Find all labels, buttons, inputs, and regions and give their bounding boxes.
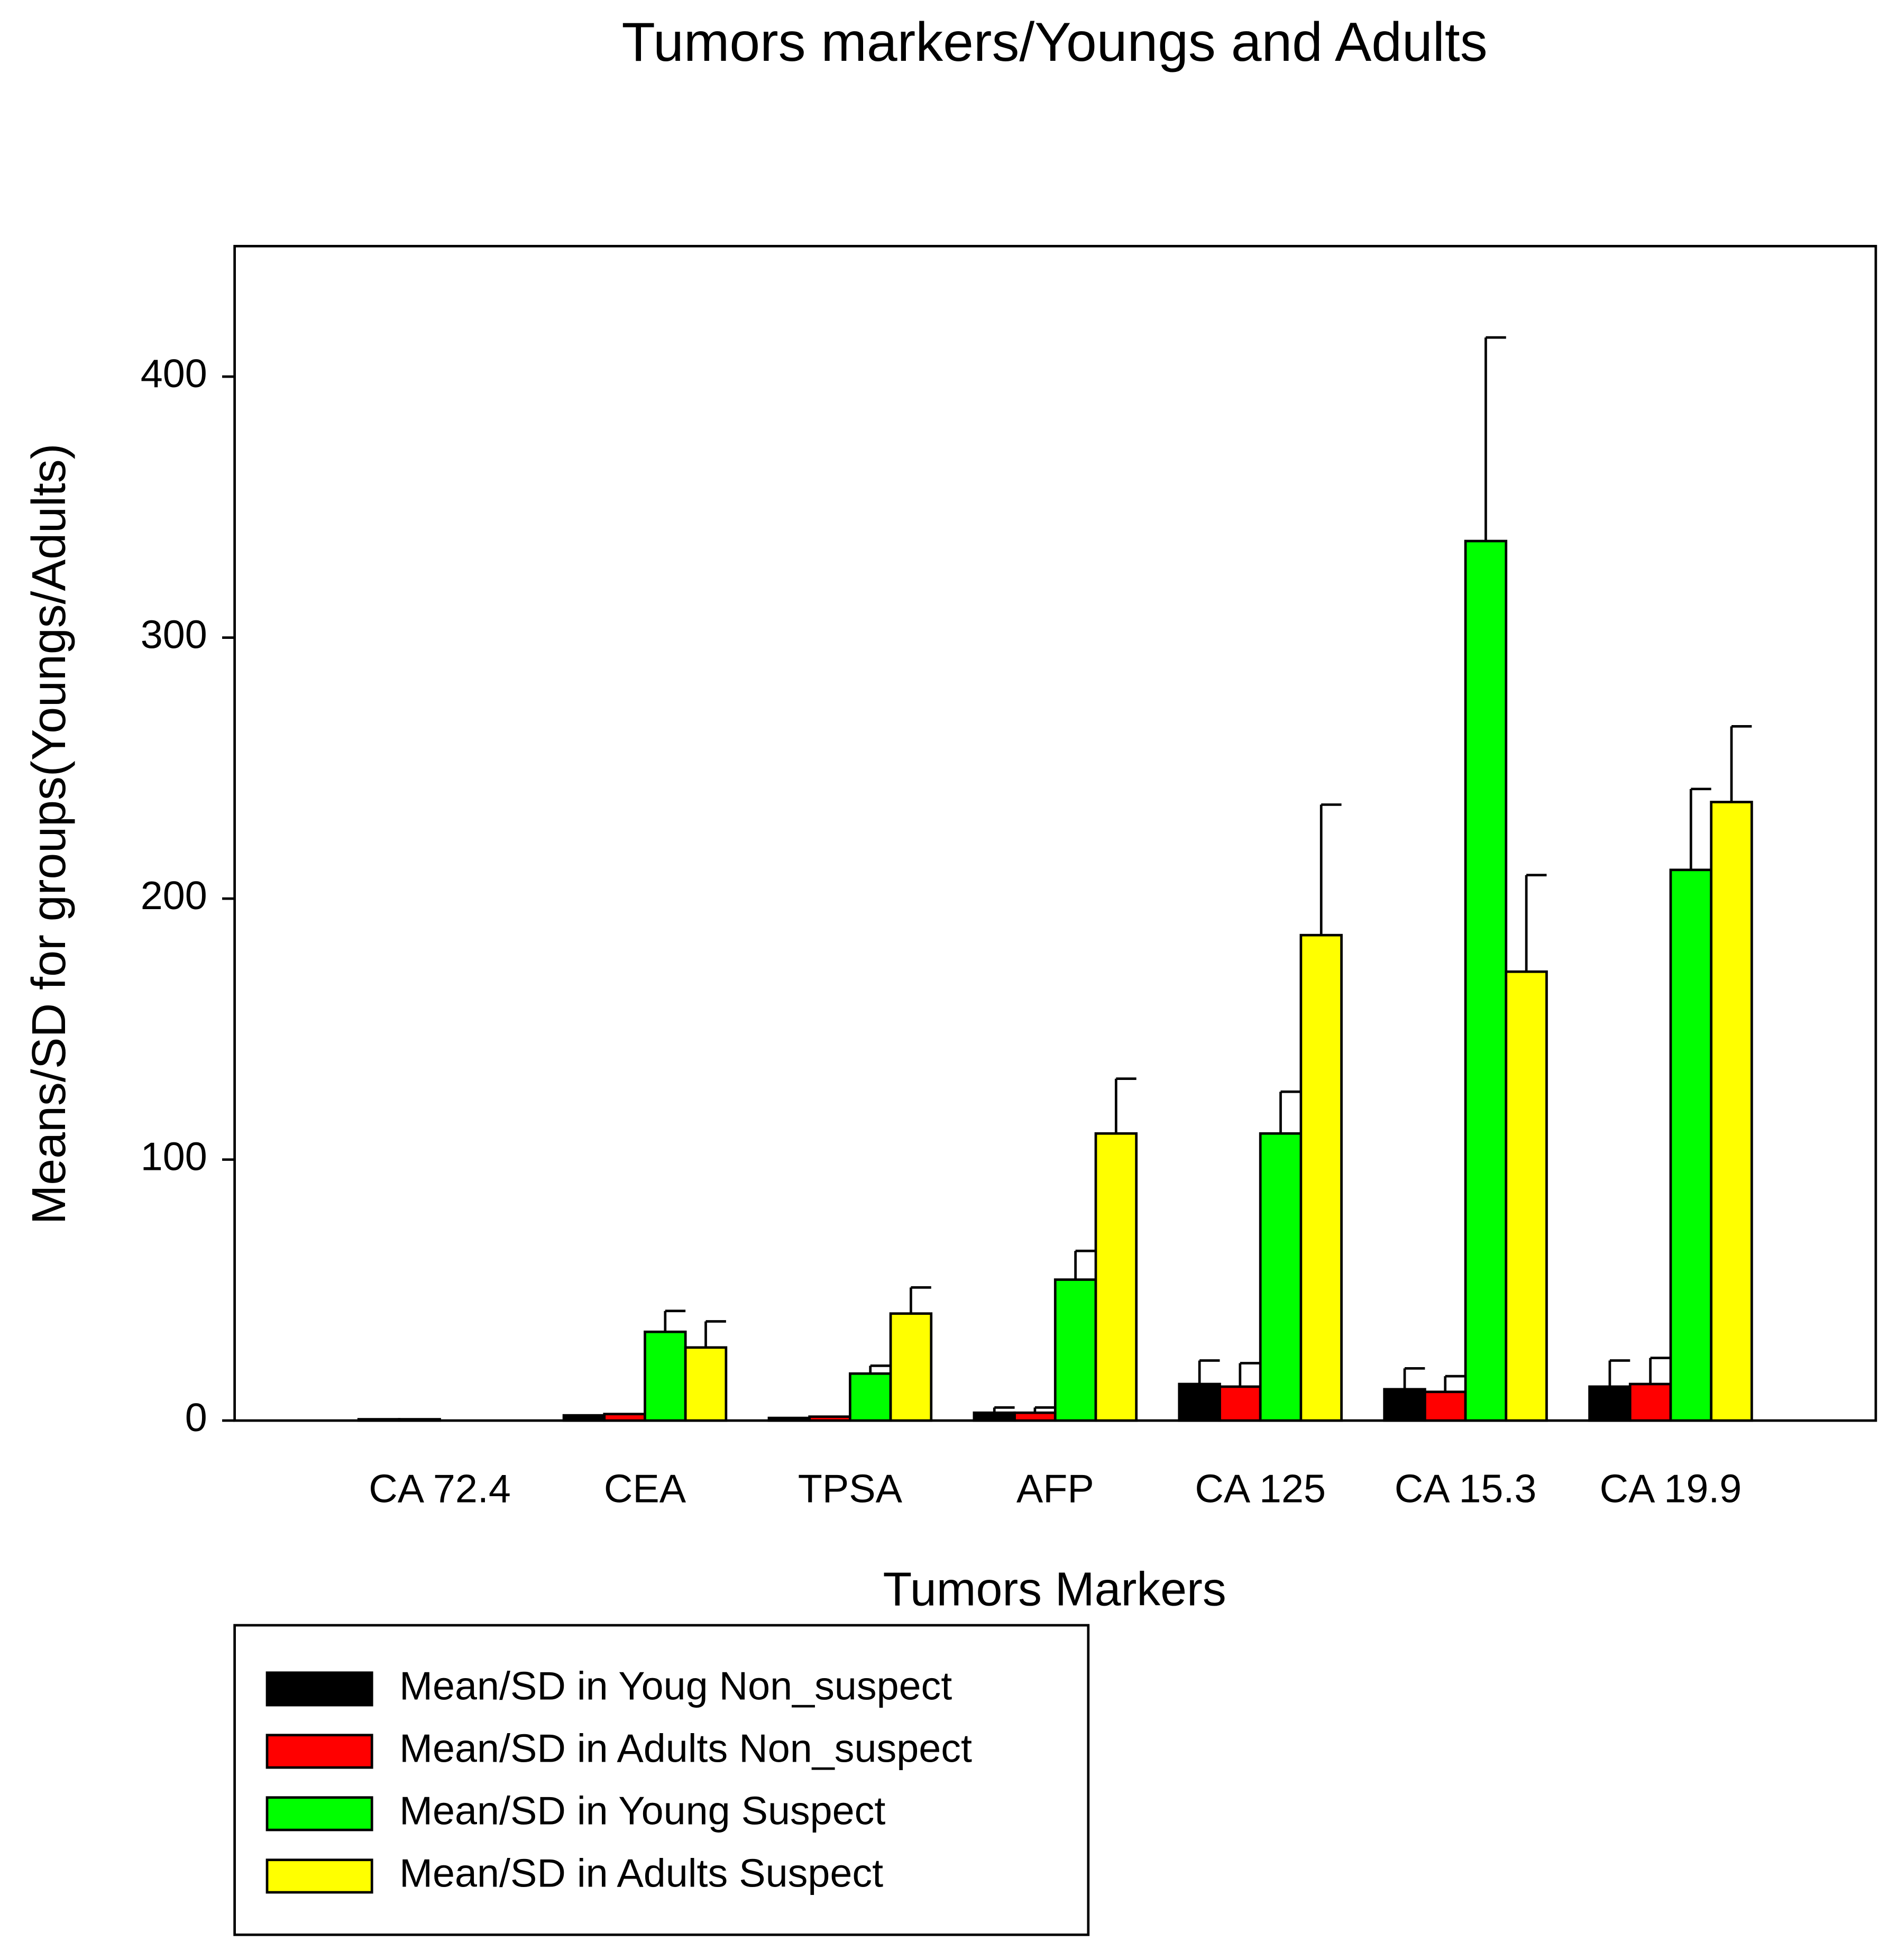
error-bar <box>704 1320 726 1348</box>
x-axis-label: Tumors Markers <box>883 1563 1226 1616</box>
error-bar <box>1403 1367 1425 1389</box>
error-bar <box>1319 803 1342 936</box>
error-bar <box>869 1364 891 1374</box>
x-tick-label: CA 19.9 <box>1600 1467 1742 1511</box>
legend-label: Mean/SD in Adults Non_suspect <box>399 1726 972 1771</box>
bar <box>562 1414 606 1422</box>
x-tick-label: CA 125 <box>1195 1467 1326 1511</box>
y-axis-label: Means/SD for groups(Youngs/Adults) <box>23 443 76 1224</box>
bar <box>398 1418 441 1422</box>
bar <box>1505 970 1548 1422</box>
bar <box>644 1330 687 1422</box>
x-tick-label: CEA <box>604 1467 686 1511</box>
legend-swatch <box>265 1796 373 1831</box>
x-tick-label: TPSA <box>798 1467 903 1511</box>
error-bar <box>664 1309 686 1332</box>
bar <box>1588 1385 1632 1422</box>
bar <box>357 1418 401 1422</box>
error-bar <box>1484 336 1506 542</box>
bar <box>973 1411 1016 1422</box>
bar <box>684 1346 728 1422</box>
legend-label: Mean/SD in Young Suspect <box>399 1789 885 1833</box>
bar <box>1013 1411 1057 1422</box>
bar <box>1299 933 1343 1422</box>
bar <box>889 1312 933 1422</box>
legend-swatch <box>265 1734 373 1769</box>
y-tick-label: 100 <box>141 1135 207 1179</box>
error-bar <box>1525 874 1547 972</box>
error-bar <box>1279 1090 1301 1134</box>
error-bar <box>1444 1375 1466 1392</box>
x-tick-label: CA 15.3 <box>1395 1467 1537 1511</box>
bar <box>1053 1278 1097 1422</box>
error-bar <box>1730 725 1752 802</box>
bar <box>1259 1132 1303 1422</box>
legend-frame <box>233 1624 1090 1936</box>
bar <box>767 1416 811 1422</box>
bar <box>1710 801 1753 1422</box>
chart-title: Tumors markers/Youngs and Adults <box>622 12 1488 73</box>
bar <box>1669 868 1713 1422</box>
legend-label: Mean/SD in Adults Suspect <box>399 1851 883 1895</box>
bar <box>1424 1390 1467 1422</box>
y-tick-label: 400 <box>141 352 207 396</box>
error-bar <box>1198 1359 1220 1384</box>
error-bar <box>910 1286 931 1314</box>
legend-label: Mean/SD in Youg Non_suspect <box>399 1664 952 1708</box>
y-tick-label: 0 <box>185 1396 207 1440</box>
error-bar <box>1689 787 1711 870</box>
bar <box>1094 1132 1138 1422</box>
bar <box>1464 539 1508 1422</box>
bar <box>1628 1382 1672 1422</box>
legend-swatch <box>265 1858 373 1894</box>
x-tick-label: CA 72.4 <box>369 1467 511 1511</box>
error-bar <box>1608 1359 1630 1387</box>
bar <box>1383 1388 1426 1422</box>
bar <box>1178 1382 1221 1422</box>
error-bar <box>1239 1362 1261 1387</box>
bar <box>808 1415 851 1422</box>
x-tick-label: AFP <box>1016 1467 1094 1511</box>
error-bar <box>1114 1077 1137 1134</box>
bar <box>1218 1385 1262 1422</box>
bar <box>603 1413 646 1422</box>
legend-swatch <box>265 1671 373 1707</box>
bar <box>849 1372 892 1422</box>
error-bar <box>1074 1249 1096 1280</box>
error-bar <box>1649 1357 1671 1384</box>
y-tick-label: 300 <box>141 613 207 657</box>
y-tick-label: 200 <box>141 874 207 918</box>
